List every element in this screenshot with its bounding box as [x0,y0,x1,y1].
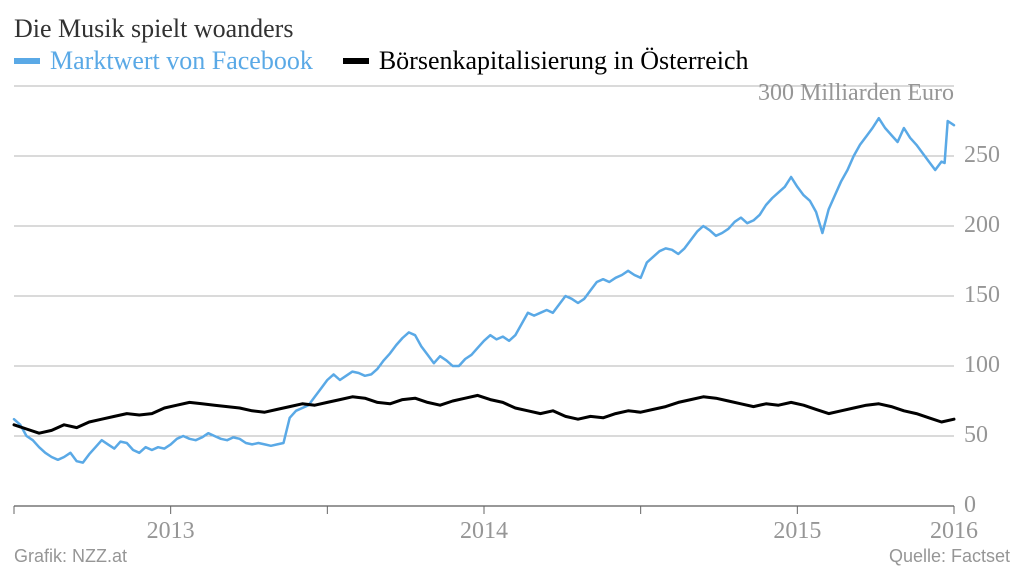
x-tick-label: 2015 [773,518,821,545]
y-tick-label: 0 [964,492,976,519]
legend-label-facebook: Marktwert von Facebook [50,46,313,76]
x-tick-label: 2013 [147,518,195,545]
legend: Marktwert von Facebook Börsenkapitalisie… [14,46,749,76]
legend-swatch-austria [343,58,369,64]
plot-svg [14,86,954,506]
legend-swatch-facebook [14,58,40,64]
y-tick-label: 100 [964,352,1000,379]
y-tick-label: 50 [964,422,988,449]
y-tick-label: 300 Milliarden Euro [758,80,954,107]
legend-item-austria: Börsenkapitalisierung in Österreich [343,46,749,76]
legend-label-austria: Börsenkapitalisierung in Österreich [379,46,749,76]
x-tick-label: 2014 [460,518,508,545]
x-tick-label: 2016 [930,518,978,545]
credit-right: Quelle: Factset [889,546,1010,567]
plot-area: 050100150200250300 Milliarden Euro201320… [14,86,954,506]
chart-title: Die Musik spielt woanders [14,14,293,44]
y-tick-label: 200 [964,212,1000,239]
legend-item-facebook: Marktwert von Facebook [14,46,313,76]
chart-container: Die Musik spielt woanders Marktwert von … [0,0,1024,577]
y-tick-label: 150 [964,282,1000,309]
credit-left: Grafik: NZZ.at [14,546,127,567]
series-line-austria [14,395,954,433]
y-tick-label: 250 [964,142,1000,169]
